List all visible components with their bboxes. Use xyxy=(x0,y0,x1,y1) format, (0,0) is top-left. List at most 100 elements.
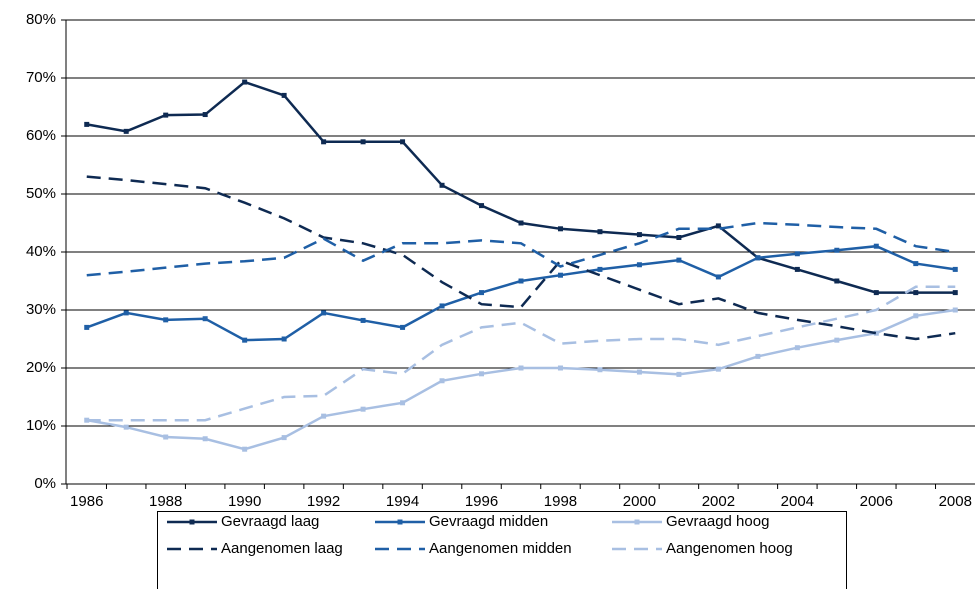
point-marker xyxy=(518,278,524,284)
point-marker xyxy=(873,243,879,249)
point-marker xyxy=(755,255,761,261)
point-marker xyxy=(794,251,800,257)
point-marker xyxy=(676,235,682,240)
point-marker xyxy=(597,367,603,373)
legend-label: Gevraagd laag xyxy=(221,513,319,530)
series-line xyxy=(86,285,956,422)
point-marker xyxy=(281,92,287,98)
y-tick-label: 10% xyxy=(26,417,56,434)
x-tick-label: 2004 xyxy=(781,493,814,510)
point-marker xyxy=(597,229,603,235)
point-marker xyxy=(202,316,208,322)
x-tick-label: 1998 xyxy=(544,493,577,510)
point-marker xyxy=(636,232,642,238)
point-marker xyxy=(913,290,919,296)
x-tick-label: 1990 xyxy=(228,493,261,510)
legend-box xyxy=(157,511,847,589)
point-marker xyxy=(123,310,129,316)
y-tick-label: 60% xyxy=(26,127,56,144)
point-marker xyxy=(834,247,840,253)
point-marker xyxy=(557,272,563,278)
x-tick-label: 1986 xyxy=(70,493,103,510)
point-marker xyxy=(400,400,406,406)
series-line xyxy=(86,175,956,341)
point-marker xyxy=(636,369,642,375)
x-tick-label: 2000 xyxy=(623,493,656,510)
point-marker xyxy=(400,139,406,145)
point-marker xyxy=(202,112,208,118)
point-marker xyxy=(163,434,169,440)
point-marker xyxy=(123,128,129,134)
series-line xyxy=(86,221,956,277)
point-marker xyxy=(360,139,366,145)
point-marker xyxy=(557,365,563,371)
y-tick-label: 50% xyxy=(26,185,56,202)
x-tick-label: 1996 xyxy=(465,493,498,510)
point-marker xyxy=(321,310,327,316)
point-marker xyxy=(281,336,287,342)
point-marker xyxy=(439,182,445,188)
point-marker xyxy=(242,446,248,452)
legend-label: Aangenomen hoog xyxy=(666,540,793,557)
point-marker xyxy=(952,290,958,296)
point-marker xyxy=(321,139,327,145)
point-marker xyxy=(518,365,524,371)
y-tick-label: 30% xyxy=(26,301,56,318)
point-marker xyxy=(202,436,208,442)
series-line xyxy=(86,80,956,294)
point-marker xyxy=(163,112,169,118)
point-marker xyxy=(834,337,840,343)
point-marker xyxy=(834,278,840,284)
x-tick-label: 1992 xyxy=(307,493,340,510)
legend-marker xyxy=(189,519,195,525)
x-tick-label: 2006 xyxy=(860,493,893,510)
series-line xyxy=(86,308,956,451)
point-marker xyxy=(873,330,879,336)
point-marker xyxy=(479,290,485,296)
legend-marker xyxy=(397,519,403,525)
point-marker xyxy=(84,121,90,127)
point-marker xyxy=(518,220,524,226)
legend-label: Aangenomen laag xyxy=(221,540,343,557)
point-marker xyxy=(400,324,406,330)
x-tick-label: 2008 xyxy=(939,493,972,510)
legend-label: Gevraagd hoog xyxy=(666,513,769,530)
point-marker xyxy=(360,406,366,412)
x-tick-label: 1994 xyxy=(386,493,419,510)
point-marker xyxy=(439,378,445,384)
point-marker xyxy=(676,257,682,263)
point-marker xyxy=(557,226,563,232)
point-marker xyxy=(321,413,327,419)
point-marker xyxy=(715,274,721,280)
point-marker xyxy=(913,313,919,319)
point-marker xyxy=(84,324,90,330)
x-tick-label: 1988 xyxy=(149,493,182,510)
point-marker xyxy=(163,317,169,323)
point-marker xyxy=(597,266,603,272)
point-marker xyxy=(242,337,248,343)
point-marker xyxy=(873,290,879,296)
point-marker xyxy=(676,371,682,377)
y-tick-label: 80% xyxy=(26,11,56,28)
point-marker xyxy=(952,307,958,313)
point-marker xyxy=(794,266,800,272)
x-tick-label: 2002 xyxy=(702,493,735,510)
point-marker xyxy=(360,317,366,323)
point-marker xyxy=(123,424,129,430)
point-marker xyxy=(715,366,721,372)
series-line xyxy=(86,244,956,342)
legend-label: Gevraagd midden xyxy=(429,513,548,530)
point-marker xyxy=(794,345,800,351)
point-marker xyxy=(913,261,919,267)
y-tick-label: 0% xyxy=(34,475,56,492)
point-marker xyxy=(952,266,958,272)
legend-label: Aangenomen midden xyxy=(429,540,572,557)
point-marker xyxy=(636,262,642,268)
point-marker xyxy=(281,435,287,441)
point-marker xyxy=(755,353,761,359)
y-tick-label: 70% xyxy=(26,69,56,86)
point-marker xyxy=(242,79,248,85)
point-marker xyxy=(439,303,445,309)
y-tick-label: 20% xyxy=(26,359,56,376)
point-marker xyxy=(715,223,721,229)
